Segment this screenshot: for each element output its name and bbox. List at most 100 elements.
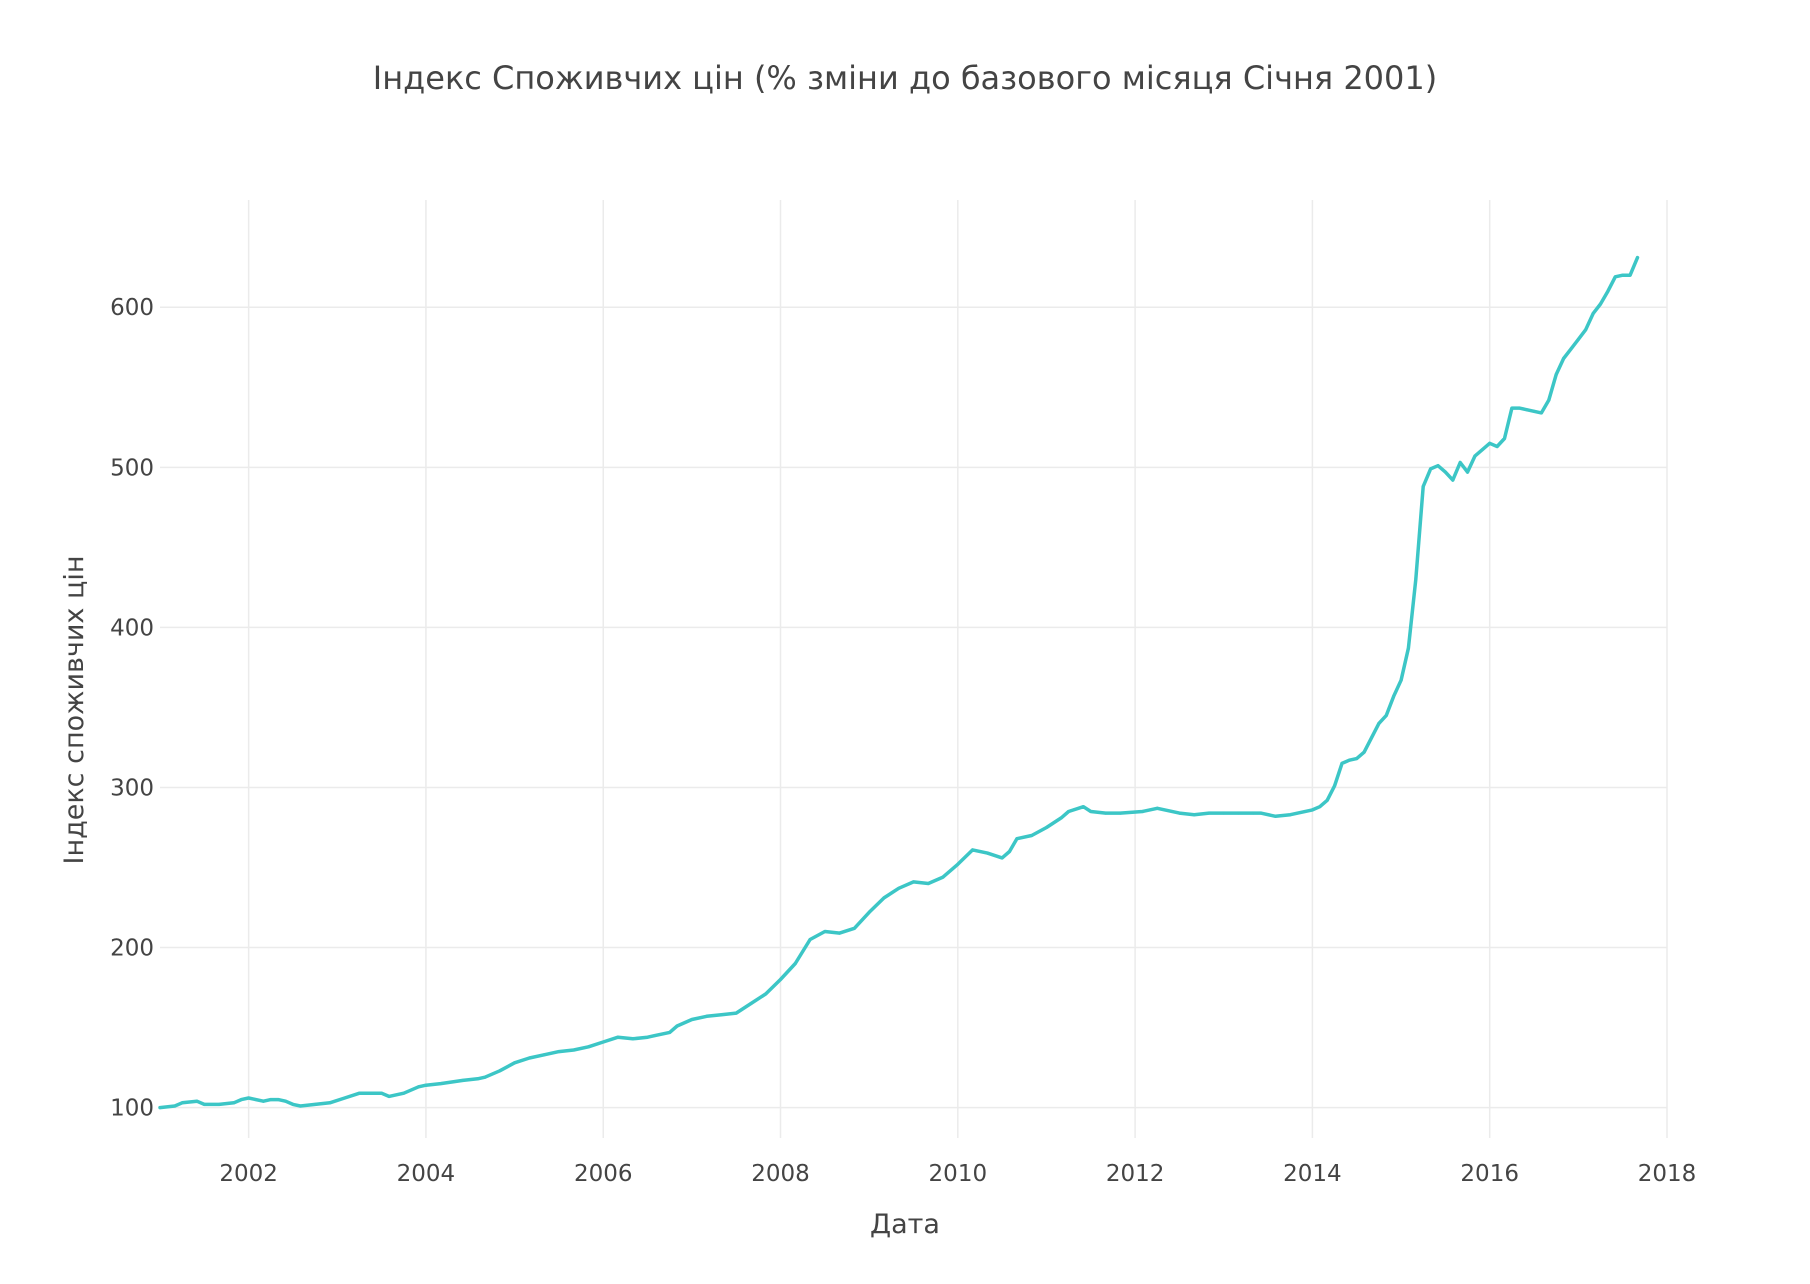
y-tick-label: 400 (110, 615, 154, 641)
cpi-data-point (1532, 409, 1536, 413)
cpi-data-point (1429, 467, 1433, 471)
cpi-data-point (1089, 810, 1093, 813)
cpi-data-point (1325, 798, 1329, 802)
cpi-data-point (1288, 813, 1292, 817)
cpi-data-point (1081, 805, 1085, 809)
cpi-data-point (1192, 813, 1196, 817)
cpi-data-point (483, 1075, 487, 1079)
cpi-data-point (653, 1034, 657, 1038)
cpi-data-point (675, 1024, 679, 1028)
cpi-data-point (926, 882, 930, 885)
cpi-data-point (424, 1083, 428, 1087)
cpi-data-point (1030, 834, 1034, 837)
cpi-data-point (1392, 694, 1396, 698)
cpi-data-point (749, 1002, 753, 1005)
cpi-data-point (587, 1045, 590, 1049)
cpi-data-point (1488, 441, 1492, 445)
cpi-data-point (1591, 312, 1595, 316)
cpi-data-point (956, 862, 960, 866)
cpi-data-point (358, 1091, 361, 1095)
x-tick-label: 2008 (751, 1161, 810, 1187)
cpi-data-point (1480, 448, 1484, 452)
y-axis-title: Індекс споживчих цін (59, 555, 90, 864)
cpi-data-point (1406, 646, 1410, 650)
cpi-data-point (646, 1035, 650, 1039)
cpi-data-point (1510, 406, 1514, 410)
cpi-data-point (1443, 470, 1447, 474)
x-tick-label: 2006 (574, 1161, 633, 1187)
y-tick-label: 100 (110, 1096, 154, 1122)
cpi-data-point (1000, 856, 1004, 860)
cpi-data-point (779, 978, 782, 981)
cpi-data-point (269, 1098, 273, 1102)
cpi-data-point (1274, 814, 1277, 818)
cpi-data-point (1436, 464, 1440, 468)
cpi-data-point (298, 1104, 302, 1108)
cpi-data-point (1473, 454, 1477, 458)
cpi-data-point (572, 1048, 576, 1052)
cpi-data-point (1517, 406, 1521, 410)
cpi-data-point (380, 1091, 384, 1095)
cpi-data-point (1613, 275, 1617, 279)
cpi-data-point (1621, 273, 1625, 277)
cpi-data-point (838, 931, 842, 935)
x-tick-label: 2002 (219, 1161, 278, 1187)
cpi-data-point (276, 1098, 280, 1102)
cpi-data-point (616, 1035, 620, 1039)
chart-title: Індекс Споживчих цін (% зміни до базовог… (373, 59, 1437, 97)
x-tick-label: 2004 (397, 1161, 456, 1187)
cpi-data-point (1569, 347, 1573, 351)
y-tick-label: 200 (110, 936, 154, 962)
cpi-data-point (1141, 810, 1144, 813)
cpi-data-point (852, 926, 856, 930)
cpi-data-point (1347, 758, 1351, 762)
cpi-data-point (1495, 445, 1499, 448)
x-tick-labels: 2002 2004 2006 2008 2010 2012 2014 2016 2018 (219, 1161, 1696, 1187)
y-tick-labels: 100 200 300 400 500 600 (110, 295, 154, 1121)
cpi-data-point (1370, 736, 1373, 740)
y-grid-lines (160, 306, 1667, 1109)
cpi-data-point (705, 1014, 709, 1018)
cpi-data-point (439, 1082, 443, 1086)
cpi-data-point (1155, 806, 1159, 810)
cpi-data-point (498, 1069, 502, 1073)
cpi-data-point (734, 1011, 738, 1015)
cpi-data-point (1421, 485, 1425, 488)
cpi-data-point (1177, 811, 1181, 815)
cpi-data-point (1451, 478, 1455, 482)
cpi-data-point (195, 1099, 199, 1103)
y-tick-label: 600 (110, 295, 154, 321)
cpi-data-point (202, 1102, 206, 1106)
cpi-data-point (1525, 408, 1529, 412)
cpi-data-point (1355, 757, 1359, 761)
cpi-data-point (476, 1077, 480, 1081)
x-tick-label: 2012 (1106, 1161, 1165, 1187)
cpi-data-point (882, 896, 886, 900)
x-tick-label: 2014 (1283, 1161, 1342, 1187)
cpi-data-point (1362, 750, 1366, 754)
cpi-data-point (941, 875, 945, 879)
cpi-data-point (1045, 826, 1048, 829)
cpi-data-point (1606, 289, 1610, 293)
cpi-data-point (247, 1096, 251, 1100)
cpi-data-point (173, 1104, 177, 1108)
cpi-data-point (1207, 811, 1211, 815)
cpi-data-point (1466, 470, 1469, 474)
cpi-data-point (1008, 850, 1011, 853)
series-layer (158, 255, 1640, 1110)
cpi-data-point (1104, 811, 1108, 815)
cpi-data-point (1059, 816, 1063, 820)
cpi-data-point (764, 992, 768, 996)
x-tick-label: 2010 (929, 1161, 988, 1187)
cpi-data-point (1503, 437, 1506, 440)
x-tick-label: 2016 (1460, 1161, 1519, 1187)
cpi-data-point (313, 1102, 317, 1106)
cpi-data-point (1414, 577, 1418, 581)
cpi-data-point (232, 1101, 236, 1105)
cpi-data-point (387, 1094, 391, 1098)
y-tick-label: 500 (110, 455, 154, 481)
cpi-data-point (461, 1078, 465, 1082)
cpi-data-point (1547, 398, 1551, 402)
cpi-data-point (668, 1030, 672, 1034)
